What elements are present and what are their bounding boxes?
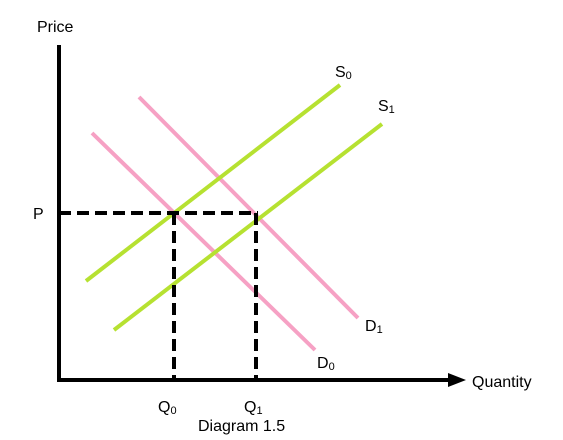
curve-label-d1: D1: [365, 318, 383, 336]
quantity-label-q1: Q1: [244, 399, 263, 417]
supply-curve-s0: [84, 83, 342, 283]
quantity-label-q0: Q0: [158, 399, 177, 417]
y-axis-label: Price: [37, 19, 74, 36]
x-axis-arrowhead: [448, 373, 466, 387]
curve-label-s0: S0: [335, 64, 352, 82]
diagram-caption: Diagram 1.5: [198, 418, 285, 435]
supply-curve-s1: [112, 122, 384, 332]
curve-label-s1: S1: [378, 98, 395, 116]
price-label-p: P: [33, 206, 44, 223]
x-axis-label: Quantity: [472, 374, 532, 391]
demand-curve-d0: [90, 131, 317, 352]
curve-label-d0: D0: [317, 355, 335, 373]
demand-curve-d1: [137, 95, 360, 320]
